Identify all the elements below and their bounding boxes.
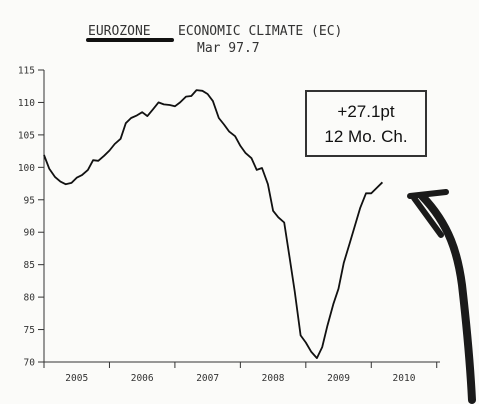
annotation-line-2: 12 Mo. Ch. [324, 127, 407, 146]
chart-subtitle: Mar 97.7 [197, 41, 260, 56]
y-tick-label: 90 [24, 228, 36, 239]
y-tick-label: 110 [18, 98, 35, 109]
y-tick-label: 70 [24, 358, 36, 369]
axes: 70 75 80 85 90 95 100 105 110 115 2005 2006 2007 2008… [18, 66, 440, 384]
y-tick-label: 100 [18, 163, 35, 174]
hand-drawn-arrow-icon [407, 189, 476, 404]
x-tick-label: 2005 [65, 373, 88, 384]
y-tick-label: 95 [24, 195, 35, 206]
series-line [43, 89, 384, 360]
annotation-box [305, 90, 427, 157]
y-tick-label: 75 [24, 325, 35, 336]
chart-title-highlight: EUROZONE [88, 24, 151, 39]
y-tick-label: 85 [24, 260, 35, 271]
x-tick-label: 2010 [393, 373, 416, 384]
annotation-line-1: +27.1pt [337, 102, 394, 121]
x-tick-label: 2008 [262, 373, 285, 384]
x-tick-label: 2006 [131, 373, 154, 384]
y-tick-label: 105 [18, 130, 35, 141]
y-tick-label: 115 [18, 66, 35, 77]
x-tick-label: 2009 [327, 373, 350, 384]
series-group [43, 89, 384, 360]
chart-title: ECONOMIC CLIMATE (EC) [178, 24, 342, 39]
x-tick-label: 2007 [196, 373, 219, 384]
y-tick-label: 80 [24, 293, 36, 304]
